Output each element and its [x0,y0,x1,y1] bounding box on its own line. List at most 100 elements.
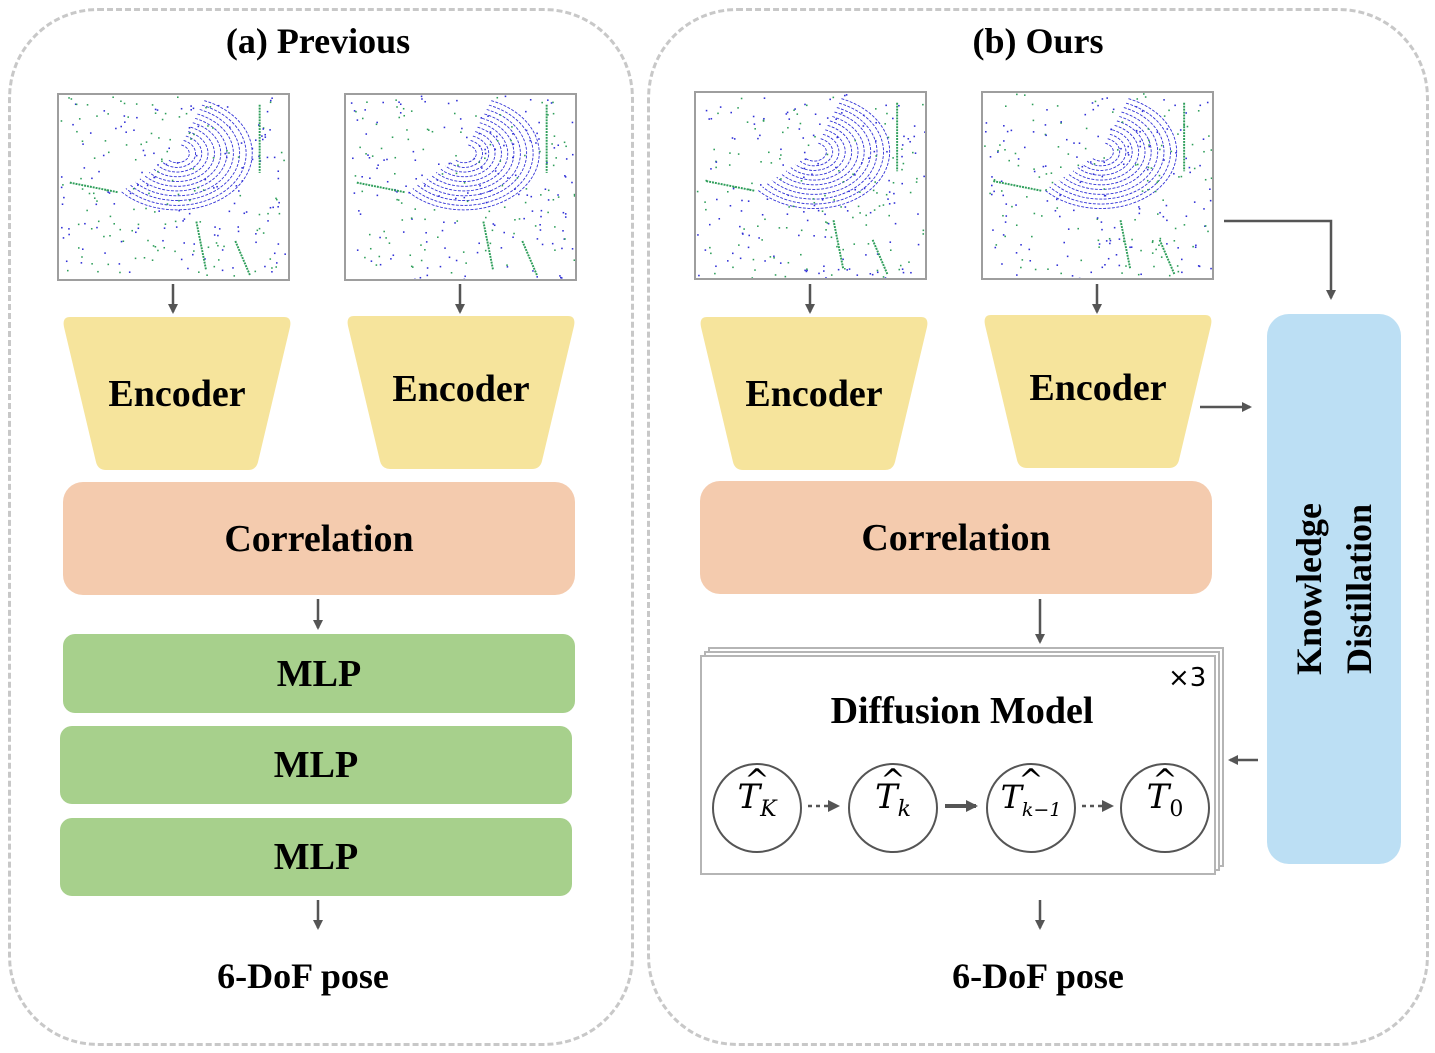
scan-point [193,190,196,192]
scan-point [1204,225,1207,227]
scan-point [1079,181,1082,184]
scan-point [122,240,125,243]
scan-point [112,96,114,99]
scan-point [1045,189,1047,191]
scan-point [166,150,169,153]
scan-point [1050,172,1053,174]
arrow-icon [1224,219,1336,300]
scan-point [1159,148,1161,151]
scan-point [157,164,159,166]
scan-point [233,275,236,277]
scan-ring [449,140,483,168]
scan-point [1080,259,1083,262]
lidar-scan-b-left [694,91,927,280]
scan-point [1135,130,1138,132]
scan-point [232,267,234,269]
scan-ring [1063,116,1152,190]
scan-point [842,258,844,261]
encoder-shape [63,317,291,470]
scan-point [800,229,803,232]
scan-point [554,249,556,251]
scan-point [123,102,126,105]
scan-point [277,177,280,180]
scan-point [355,110,357,113]
scan-point [754,269,756,271]
scan-point [539,229,542,231]
scan-point [1045,134,1047,137]
scan-point [1002,214,1004,217]
scan-point [760,161,762,163]
scan-point [1162,199,1164,201]
scan-point [1154,190,1157,193]
scan-ring [1086,138,1121,167]
scan-point [813,235,815,237]
scan-point [535,142,537,144]
scan-point [557,144,560,147]
scan-point [844,268,846,270]
scan-point [534,225,537,227]
scan-point [403,114,406,117]
scan-point [888,179,890,182]
scan-point [1183,224,1186,226]
scan-point [829,98,831,101]
scan-point [759,134,761,137]
lidar-point-cloud [60,96,286,277]
scan-point [153,176,156,179]
scan-point [497,173,500,175]
scan-point [1127,154,1130,156]
scan-point [84,222,86,225]
scan-point [538,138,540,140]
scan-point [1104,264,1106,266]
scan-point [916,177,918,180]
scan-point [1067,228,1070,230]
scan-point [817,209,820,212]
scan-point [377,164,379,166]
scan-point [794,108,796,110]
scan-point [757,225,759,228]
scan-point [743,228,745,230]
scan-point [1147,166,1150,169]
scan-point [1103,188,1106,190]
scan-point [748,234,751,237]
scan-point [1140,249,1142,252]
scan-point [466,200,469,203]
scan-point [561,247,563,250]
scan-point [1163,99,1165,101]
scan-point [237,230,240,233]
scan-point [103,110,106,112]
scan-ring [1082,133,1127,171]
scan-point [573,193,575,196]
scan-point [730,111,732,114]
scan-point [803,176,805,179]
scan-point [526,194,529,196]
scan-point [993,190,995,193]
encoder-label: Encoder [108,372,246,415]
scan-point [804,158,807,161]
scan-point [762,120,765,122]
scan-point [164,223,167,225]
scan-point [1168,109,1170,112]
scan-point [204,258,206,260]
scan-point [157,170,159,173]
scan-ring [148,126,215,183]
scan-point [76,130,78,133]
scan-point [221,269,224,272]
scan-point [182,220,184,222]
scan-point [524,201,527,204]
scan-point [262,128,265,130]
scan-point [410,265,413,268]
scan-point [995,244,998,246]
scan-point [1170,150,1173,153]
scan-point [844,206,847,208]
scan-point [223,245,225,248]
scan-point [124,121,126,123]
scan-point [383,230,385,233]
scan-point [1112,108,1115,111]
state-circle-k: ^ Tk [848,763,938,853]
scan-point [865,254,867,256]
scan-point [825,221,827,223]
scan-point [427,129,430,131]
scan-point [225,156,228,159]
scan-point [832,96,835,99]
scan-point [525,188,528,190]
